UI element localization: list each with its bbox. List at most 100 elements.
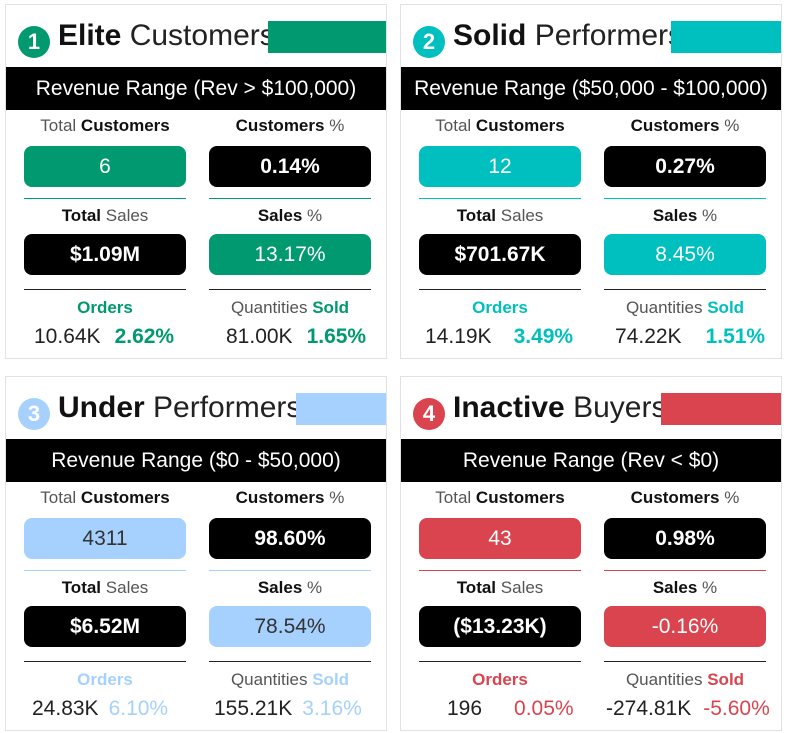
segment-title-rest: Customers xyxy=(129,19,275,52)
customers-percent-label: Customers % xyxy=(235,488,345,507)
total-customers-label: Total Customers xyxy=(40,116,170,135)
segment-title-bold: Under xyxy=(58,391,145,424)
sales-percent-value: 8.45% xyxy=(604,234,766,275)
segment-card-under: 3 Under Performers Revenue Range ($0 - $… xyxy=(5,376,387,731)
divider xyxy=(24,570,186,571)
segment-card-elite: 1 Elite Customers Revenue Range (Rev > $… xyxy=(5,4,387,359)
card-header: 3 Under Performers xyxy=(6,377,386,439)
orders-label: Orders xyxy=(472,298,528,317)
customers-percent-label: Customers % xyxy=(235,116,345,135)
segment-title: Under Performers xyxy=(58,391,301,425)
orders-count: 14.19K xyxy=(425,325,492,348)
quantities-values: 74.22K 1.51% xyxy=(615,325,765,349)
revenue-range-banner: Revenue Range (Rev < $0) xyxy=(401,439,781,482)
segment-number-badge: 2 xyxy=(413,26,445,58)
orders-count: 196 xyxy=(447,697,483,720)
total-sales-label: Total Sales xyxy=(61,578,149,597)
orders-percent: 6.10% xyxy=(108,697,169,720)
segment-color-swatch xyxy=(671,21,781,53)
segment-color-swatch xyxy=(661,393,781,425)
total-customers-label: Total Customers xyxy=(435,116,565,135)
segment-color-swatch xyxy=(296,393,386,425)
quantities-count: 155.21K xyxy=(214,697,293,720)
sales-percent-value: -0.16% xyxy=(604,606,766,647)
segment-title: Inactive Buyers xyxy=(453,391,666,425)
sales-percent-label: Sales % xyxy=(652,206,718,225)
segment-card-inactive: 4 Inactive Buyers Revenue Range (Rev < $… xyxy=(400,376,782,731)
quantities-sold-label: Quantities Sold xyxy=(625,298,745,317)
orders-percent: 0.05% xyxy=(514,697,574,720)
segment-number-badge: 1 xyxy=(18,26,50,58)
divider xyxy=(24,661,186,662)
segment-title-rest: Performers xyxy=(153,391,302,424)
divider xyxy=(419,289,581,290)
divider xyxy=(209,661,371,662)
total-sales-label: Total Sales xyxy=(456,578,544,597)
revenue-range-banner: Revenue Range ($50,000 - $100,000) xyxy=(401,67,781,110)
divider xyxy=(604,661,766,662)
segment-title-bold: Elite xyxy=(58,19,122,52)
quantities-values: 155.21K 3.16% xyxy=(214,697,362,721)
customers-percent-label: Customers % xyxy=(630,488,740,507)
total-sales-value: $6.52M xyxy=(24,606,186,647)
card-header: 4 Inactive Buyers xyxy=(401,377,781,439)
revenue-range-banner: Revenue Range (Rev > $100,000) xyxy=(6,67,386,110)
total-sales-label: Total Sales xyxy=(456,206,544,225)
total-sales-value: $701.67K xyxy=(419,234,581,275)
quantities-values: -274.81K -5.60% xyxy=(606,697,770,721)
segment-title: Solid Performers xyxy=(453,19,683,53)
quantities-percent: -5.60% xyxy=(703,697,770,720)
quantities-values: 81.00K 1.65% xyxy=(226,325,366,349)
divider xyxy=(24,289,186,290)
sales-percent-label: Sales % xyxy=(652,578,718,597)
quantities-sold-label: Quantities Sold xyxy=(230,298,350,317)
orders-percent: 2.62% xyxy=(114,325,175,348)
segment-title-rest: Buyers xyxy=(573,391,667,424)
quantities-count: 81.00K xyxy=(226,325,293,348)
segment-card-solid: 2 Solid Performers Revenue Range ($50,00… xyxy=(400,4,782,359)
customers-percent-value: 0.14% xyxy=(209,146,371,187)
divider xyxy=(209,289,371,290)
card-header: 2 Solid Performers xyxy=(401,5,781,67)
orders-values: 10.64K 2.62% xyxy=(34,325,174,349)
segment-title-bold: Solid xyxy=(453,19,527,52)
customers-percent-value: 98.60% xyxy=(209,518,371,559)
segment-number-badge: 4 xyxy=(413,398,445,430)
revenue-range-banner: Revenue Range ($0 - $50,000) xyxy=(6,439,386,482)
quantities-sold-label: Quantities Sold xyxy=(230,670,350,689)
total-customers-value: 43 xyxy=(419,518,581,559)
total-customers-label: Total Customers xyxy=(435,488,565,507)
divider xyxy=(604,570,766,571)
quantities-sold-label: Quantities Sold xyxy=(625,670,745,689)
card-header: 1 Elite Customers xyxy=(6,5,386,67)
customers-percent-value: 0.98% xyxy=(604,518,766,559)
segment-title-bold: Inactive xyxy=(453,391,565,424)
segment-title-rest: Performers xyxy=(534,19,684,52)
orders-values: 196 0.05% xyxy=(447,697,574,721)
divider xyxy=(24,198,186,199)
divider xyxy=(209,570,371,571)
divider xyxy=(209,198,371,199)
total-sales-label: Total Sales xyxy=(61,206,149,225)
divider xyxy=(419,570,581,571)
orders-percent: 3.49% xyxy=(513,325,574,348)
total-sales-value: $1.09M xyxy=(24,234,186,275)
segment-color-swatch xyxy=(268,21,386,53)
divider xyxy=(419,198,581,199)
customers-percent-label: Customers % xyxy=(630,116,740,135)
sales-percent-value: 13.17% xyxy=(209,234,371,275)
total-customers-value: 4311 xyxy=(24,518,186,559)
divider xyxy=(604,289,766,290)
segment-title: Elite Customers xyxy=(58,19,275,53)
orders-count: 10.64K xyxy=(34,325,101,348)
sales-percent-label: Sales % xyxy=(257,578,323,597)
total-customers-value: 6 xyxy=(24,146,186,187)
total-customers-label: Total Customers xyxy=(40,488,170,507)
segment-number-badge: 3 xyxy=(18,398,50,430)
orders-label: Orders xyxy=(77,298,133,317)
sales-percent-label: Sales % xyxy=(257,206,323,225)
total-sales-value: ($13.23K) xyxy=(419,606,581,647)
quantities-count: -274.81K xyxy=(606,697,692,720)
orders-label: Orders xyxy=(77,670,133,689)
quantities-count: 74.22K xyxy=(615,325,682,348)
